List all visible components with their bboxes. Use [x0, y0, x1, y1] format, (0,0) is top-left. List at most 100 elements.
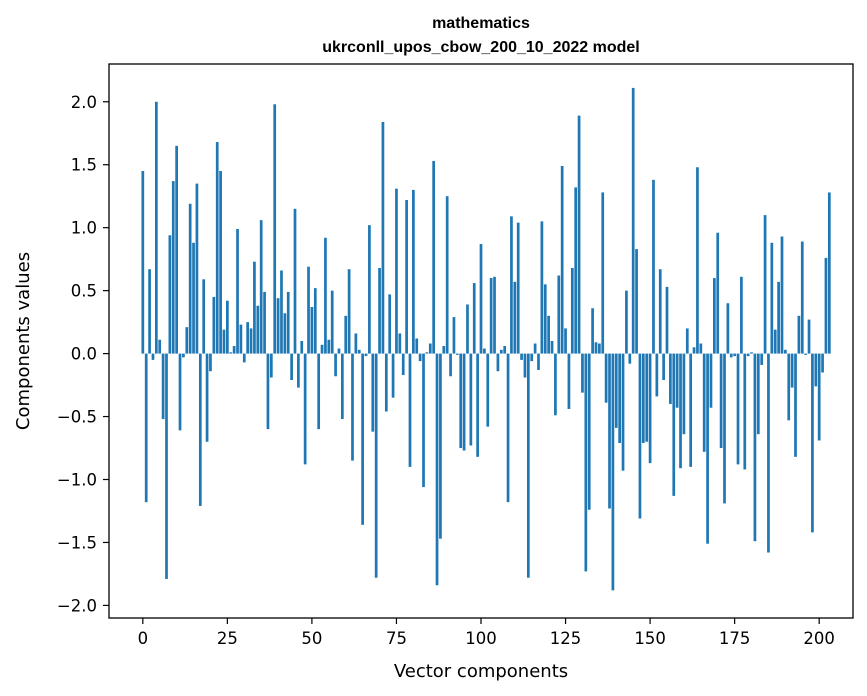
- bar: [760, 353, 764, 365]
- x-axis-ticks: 0 25 50 75 100 125 150 175 200: [138, 618, 835, 648]
- bar: [628, 353, 632, 364]
- bar: [584, 353, 588, 572]
- bar: [198, 353, 202, 506]
- bar-series: [141, 87, 831, 591]
- bar: [401, 353, 405, 375]
- x-tick-label: 175: [719, 629, 751, 648]
- bar: [800, 241, 804, 354]
- bar: [483, 348, 486, 354]
- bar: [297, 353, 300, 388]
- bar: [455, 353, 459, 355]
- bar: [259, 220, 263, 354]
- bar: [229, 352, 233, 354]
- bar: [513, 281, 517, 354]
- bar: [141, 171, 145, 354]
- y-tick-label: −0.5: [57, 408, 97, 427]
- bar: [675, 353, 679, 408]
- bar: [286, 291, 290, 354]
- bar: [716, 232, 720, 354]
- bar: [398, 333, 402, 354]
- bar: [330, 290, 334, 354]
- x-tick-label: 125: [550, 629, 582, 648]
- bar: [740, 276, 743, 354]
- bar: [219, 171, 222, 354]
- bar: [266, 353, 270, 430]
- bar: [750, 352, 753, 354]
- bar: [523, 353, 527, 378]
- bar: [614, 353, 618, 428]
- bar: [736, 353, 740, 465]
- bar: [256, 305, 260, 354]
- bar: [340, 353, 344, 420]
- bar: [364, 353, 368, 357]
- bar: [574, 187, 578, 354]
- bar: [445, 196, 449, 354]
- bar: [317, 353, 321, 430]
- bar: [327, 339, 331, 354]
- x-tick-label: 25: [217, 629, 238, 648]
- bar: [310, 307, 314, 354]
- bar: [510, 216, 513, 354]
- bar: [821, 353, 824, 373]
- bar: [236, 228, 239, 354]
- bar: [202, 279, 206, 354]
- bar: [824, 257, 828, 354]
- bar: [307, 266, 310, 354]
- bar: [439, 353, 442, 539]
- bar: [608, 353, 611, 509]
- bar: [520, 353, 523, 360]
- bar: [175, 145, 178, 354]
- bar: [192, 242, 195, 354]
- bar: [168, 235, 172, 354]
- bar: [794, 353, 797, 457]
- bar: [334, 353, 337, 377]
- bar: [489, 278, 493, 354]
- bar: [442, 346, 446, 354]
- bar: [222, 329, 226, 354]
- bar: [188, 203, 192, 354]
- bar: [770, 242, 774, 354]
- y-tick-label: 1.0: [71, 219, 97, 238]
- bar: [161, 353, 165, 420]
- bar: [381, 121, 385, 354]
- bar: [249, 328, 253, 354]
- bar: [682, 353, 686, 435]
- bar: [631, 87, 635, 354]
- bar: [743, 353, 747, 470]
- bar: [337, 348, 341, 354]
- bar: [280, 270, 283, 354]
- bar: [324, 237, 327, 354]
- bar: [486, 353, 490, 427]
- bar: [395, 188, 398, 354]
- bar: [422, 353, 425, 488]
- bar: [699, 343, 703, 354]
- bar: [625, 290, 628, 354]
- bar: [405, 199, 408, 354]
- bar: [577, 115, 581, 354]
- bar: [702, 353, 706, 452]
- bar: [567, 353, 571, 409]
- bar: [689, 353, 693, 467]
- bar: [756, 353, 760, 435]
- bar: [195, 183, 199, 354]
- bar: [215, 142, 219, 354]
- bar: [499, 349, 503, 354]
- bar: [239, 324, 243, 354]
- bar: [344, 315, 348, 354]
- bar: [807, 319, 811, 354]
- bar: [432, 160, 436, 354]
- bar: [242, 353, 246, 363]
- bar: [658, 269, 662, 354]
- bar: [374, 353, 378, 578]
- bar: [320, 344, 324, 354]
- y-tick-label: 0.0: [71, 345, 97, 364]
- bar: [655, 353, 659, 397]
- bar: [466, 304, 469, 354]
- bar: [709, 353, 713, 408]
- bar: [530, 353, 534, 362]
- bar: [526, 353, 530, 578]
- bar: [357, 349, 361, 354]
- bar: [554, 353, 557, 416]
- bar: [171, 181, 175, 354]
- bar: [543, 284, 547, 354]
